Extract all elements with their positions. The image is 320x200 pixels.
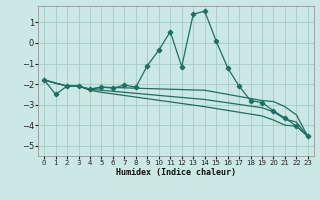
X-axis label: Humidex (Indice chaleur): Humidex (Indice chaleur) [116, 168, 236, 177]
